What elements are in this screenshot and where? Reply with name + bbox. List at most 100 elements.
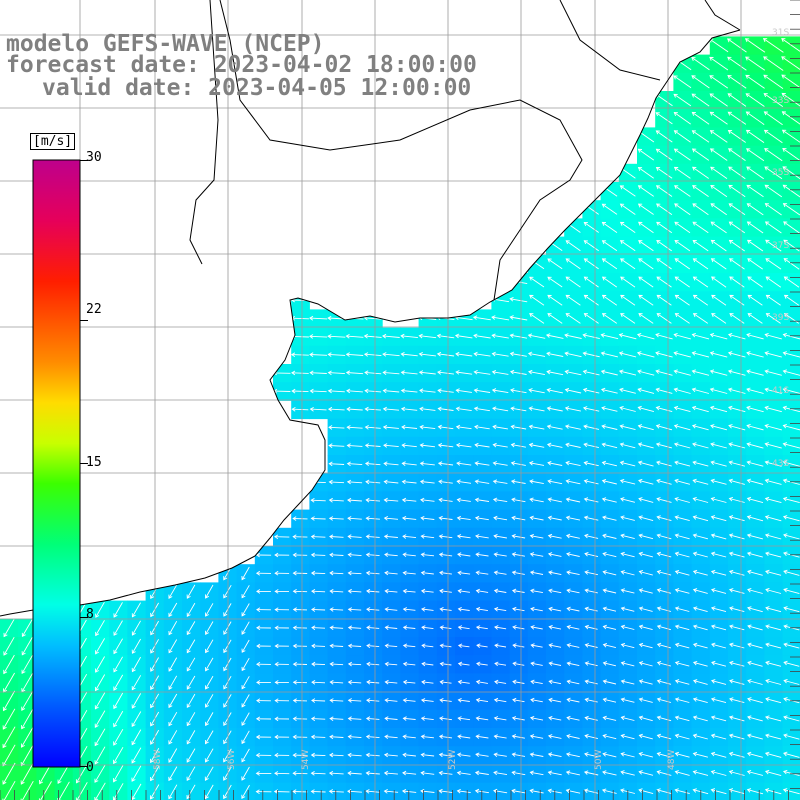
colorbar-tick-mark [80,160,88,161]
wind-arrow [292,552,308,558]
wind-arrow [673,75,692,89]
wind-arrow [746,442,764,449]
wind-arrow [673,332,691,340]
wind-arrow [455,370,473,375]
wind-arrow [656,697,672,703]
wind-arrow [602,661,617,667]
land-mask [0,0,800,616]
wind-arrow [327,370,345,376]
wind-arrow [656,660,672,667]
wind-arrow [421,625,434,630]
wind-arrow [3,636,15,656]
wind-arrow [529,715,544,721]
wind-arrow [418,351,436,357]
wind-arrow [602,752,617,758]
wind-arrow [327,388,345,394]
wind-arrow [223,766,232,781]
wind-arrow [674,551,690,558]
wind-arrow [782,184,800,198]
wind-arrow [274,661,289,667]
wind-arrow [492,497,508,503]
wind-arrow [782,460,800,467]
wind-arrow [510,406,527,412]
wind-arrow [168,711,178,727]
wind-arrow [365,570,380,576]
wind-arrow [328,771,344,776]
wind-arrow [620,258,636,270]
wind-arrow [384,679,398,685]
wind-arrow [512,606,525,612]
lon-label: 52W [448,750,458,770]
wind-arrow [509,315,528,321]
wind-arrow [674,679,690,685]
wind-arrow [366,588,380,594]
wind-arrow [620,515,635,521]
wind-arrow [291,388,309,394]
wind-arrow [673,166,691,179]
wind-arrow [421,643,434,649]
wind-arrow [186,748,196,763]
wind-arrow [292,589,308,594]
wind-arrow [327,334,346,339]
wind-arrow [746,751,763,758]
wind-arrow [727,332,746,340]
wind-arrow [547,240,563,251]
wind-arrow [692,258,709,270]
wind-arrow [638,497,654,503]
wind-arrow [656,606,672,612]
wind-arrow [113,746,124,765]
wind-arrow [747,606,763,613]
wind-arrow [602,570,617,576]
wind-arrow [710,533,727,540]
wind-arrow [309,370,327,376]
wind-arrow [566,643,580,648]
wind-arrow [510,442,526,448]
wind-arrow [547,552,562,557]
wind-arrow [746,148,765,162]
wind-arrow [402,552,416,558]
wind-arrow [747,715,763,722]
wind-arrow [691,130,710,143]
wind-arrow [746,478,764,485]
wind-arrow [347,680,362,685]
wind-arrow [656,258,672,270]
wind-arrow [601,294,618,306]
wind-arrow [656,679,672,685]
colorbar-unit: [m/s] [30,133,76,150]
wind-arrow [241,603,250,617]
wind-arrow [420,570,434,576]
wind-arrow [692,733,708,740]
wind-arrow [509,351,527,357]
wind-arrow [529,515,544,521]
wind-arrow [383,443,399,448]
wind-arrow [511,788,526,794]
coastline [0,0,741,617]
wind-arrow [602,624,617,630]
wind-arrow [566,624,580,630]
wind-arrow [311,680,326,685]
wind-arrow [744,38,766,53]
wind-arrow [439,661,452,667]
wind-arrow [383,497,399,503]
wind-arrow [511,533,526,539]
wind-arrow [656,624,672,631]
wind-arrow [745,74,765,89]
wind-arrow [638,661,653,667]
wind-arrow [400,388,418,394]
wind-arrow [547,313,563,324]
wind-arrow [745,56,766,71]
wind-arrow [131,711,142,728]
wind-arrow [710,442,727,449]
wind-arrow [548,588,562,594]
wind-arrow [674,185,691,197]
wind-arrow [710,185,728,198]
wind-arrow [383,479,399,485]
wind-arrow [512,697,525,703]
wind-arrow [709,387,728,394]
wind-arrow [131,693,142,709]
wind-arrow [328,497,344,503]
wind-arrow [673,424,691,431]
wind-arrow [546,406,563,412]
wind-arrow [491,315,510,321]
wind-arrow [21,690,34,711]
